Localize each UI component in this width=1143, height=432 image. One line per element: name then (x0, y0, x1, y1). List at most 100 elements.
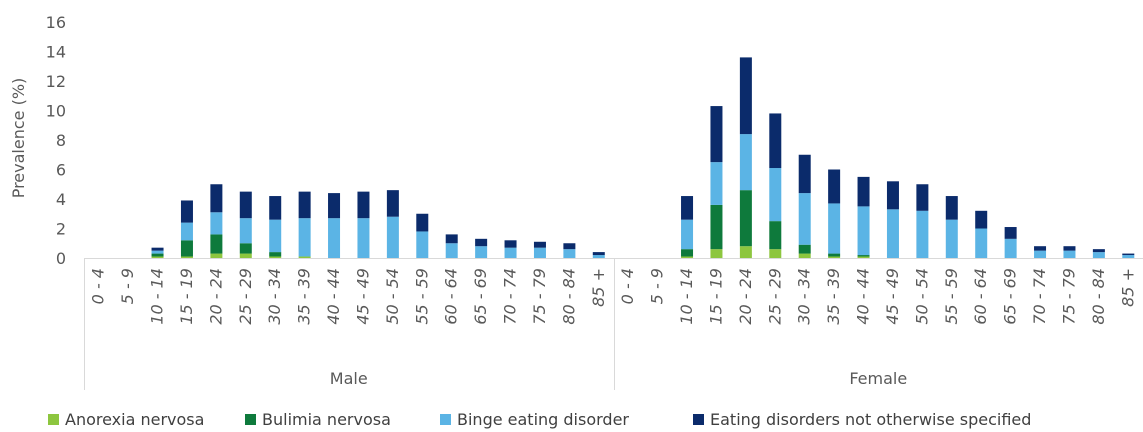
bar-segment (739, 57, 752, 135)
x-tick-label: 15 - 19 (706, 268, 725, 325)
x-tick-label: 75 - 79 (1059, 268, 1078, 325)
bar-segment (210, 212, 223, 235)
bar-segment (269, 256, 282, 258)
bar-segment (1092, 252, 1105, 258)
bar-segment (769, 249, 782, 258)
bar-segment (445, 243, 458, 258)
x-tick-label: 0 - 4 (618, 268, 637, 304)
x-tick-label: 70 - 74 (1030, 268, 1049, 325)
bar-segment (1063, 246, 1076, 251)
legend: Anorexia nervosa Bulimia nervosa Binge eat… (48, 410, 1031, 429)
y-tick-label: 8 (56, 131, 66, 150)
bar-segment (151, 247, 164, 251)
bar-segment (533, 241, 546, 248)
legend-label: Anorexia nervosa (65, 410, 204, 429)
bar-segment (681, 219, 694, 250)
bar-segment (945, 219, 958, 258)
bar-segment (681, 256, 694, 258)
group-label: Female (849, 369, 907, 388)
bar-segment (739, 190, 752, 247)
y-tick-label: 2 (56, 220, 66, 239)
bar-segment (180, 222, 193, 241)
x-tick-label: 5 - 9 (118, 268, 137, 304)
bar-segment (180, 200, 193, 223)
bar-segment (298, 218, 311, 257)
x-tick-label: 85 + (589, 268, 608, 307)
bar-segment (739, 246, 752, 258)
bar-segment (710, 106, 723, 163)
bar-segment (1034, 246, 1047, 251)
y-tick-label: 12 (46, 72, 66, 91)
bar-segment (710, 249, 723, 258)
bar-segment (239, 191, 252, 219)
bar-segment (328, 193, 341, 219)
x-tick-label: 0 - 4 (89, 268, 108, 304)
bar-segment (151, 250, 164, 254)
bar-segment (269, 252, 282, 257)
x-tick-label: 55 - 59 (412, 268, 431, 325)
x-tick-label: 20 - 24 (206, 268, 225, 325)
bar-segment (151, 253, 164, 257)
bar-segment (269, 219, 282, 253)
y-tick-label: 14 (46, 43, 66, 62)
bar-segment (710, 204, 723, 250)
x-tick-label: 40 - 44 (854, 268, 873, 325)
x-tick-label: 25 - 29 (765, 268, 784, 325)
bar-segment (1034, 250, 1047, 259)
bar-segment (210, 253, 223, 258)
x-tick-label: 80 - 84 (559, 268, 578, 325)
bar-segment (886, 209, 899, 258)
y-tick-label: 10 (46, 102, 66, 121)
y-axis: 0 2 4 6 8 10 12 14 16 (46, 13, 66, 268)
x-tick-label: 60 - 64 (442, 268, 461, 325)
bar-segment (945, 196, 958, 220)
bar-segment (239, 243, 252, 254)
bar-segment (1122, 253, 1135, 256)
bar-segment (180, 256, 193, 258)
bar-segment (210, 184, 223, 213)
x-tick-label: 10 - 14 (148, 268, 167, 325)
legend-swatch (440, 414, 451, 425)
x-tick-label: 85 + (1118, 268, 1137, 307)
bar-segment (798, 244, 811, 254)
bar-segment (592, 252, 605, 256)
bar-segment (533, 247, 546, 258)
bar-segment (504, 240, 517, 248)
y-tick-label: 6 (56, 161, 66, 180)
bar-segment (386, 216, 399, 258)
x-tick-label: 70 - 74 (501, 268, 520, 325)
bar-segment (1004, 238, 1017, 258)
y-axis-title: Prevalence (%) (9, 78, 28, 199)
bar-segment (445, 234, 458, 244)
y-tick-label: 16 (46, 13, 66, 32)
bar-segment (1092, 249, 1105, 253)
x-tick-label: 35 - 39 (824, 268, 843, 325)
group-label: Male (330, 369, 368, 388)
bar-segment (475, 246, 488, 258)
bar-segment (1004, 227, 1017, 239)
bar-segment (916, 184, 929, 211)
bar-segment (475, 238, 488, 247)
bar-segment (210, 234, 223, 254)
bar-segment (975, 210, 988, 229)
bar-segment (239, 253, 252, 258)
x-tick-label: 75 - 79 (530, 268, 549, 325)
y-tick-label: 4 (56, 190, 66, 209)
x-axis: 0 - 4 5 - 9 10 - 14 15 - 19 20 - 24 25 - 29 30… (84, 258, 1143, 390)
x-tick-label: 10 - 14 (677, 268, 696, 325)
bars (151, 57, 1135, 259)
bar-segment (151, 256, 164, 258)
x-tick-label: 60 - 64 (971, 268, 990, 325)
bar-segment (592, 255, 605, 258)
bar-segment (357, 191, 370, 219)
bar-segment (710, 162, 723, 205)
bar-segment (828, 169, 841, 204)
bar-segment (386, 190, 399, 217)
x-tick-label: 45 - 49 (353, 268, 372, 325)
legend-swatch (693, 414, 704, 425)
legend-label: Binge eating disorder (457, 410, 629, 429)
x-tick-label: 30 - 34 (795, 268, 814, 325)
y-tick-label: 0 (56, 249, 66, 268)
bar-segment (681, 196, 694, 220)
